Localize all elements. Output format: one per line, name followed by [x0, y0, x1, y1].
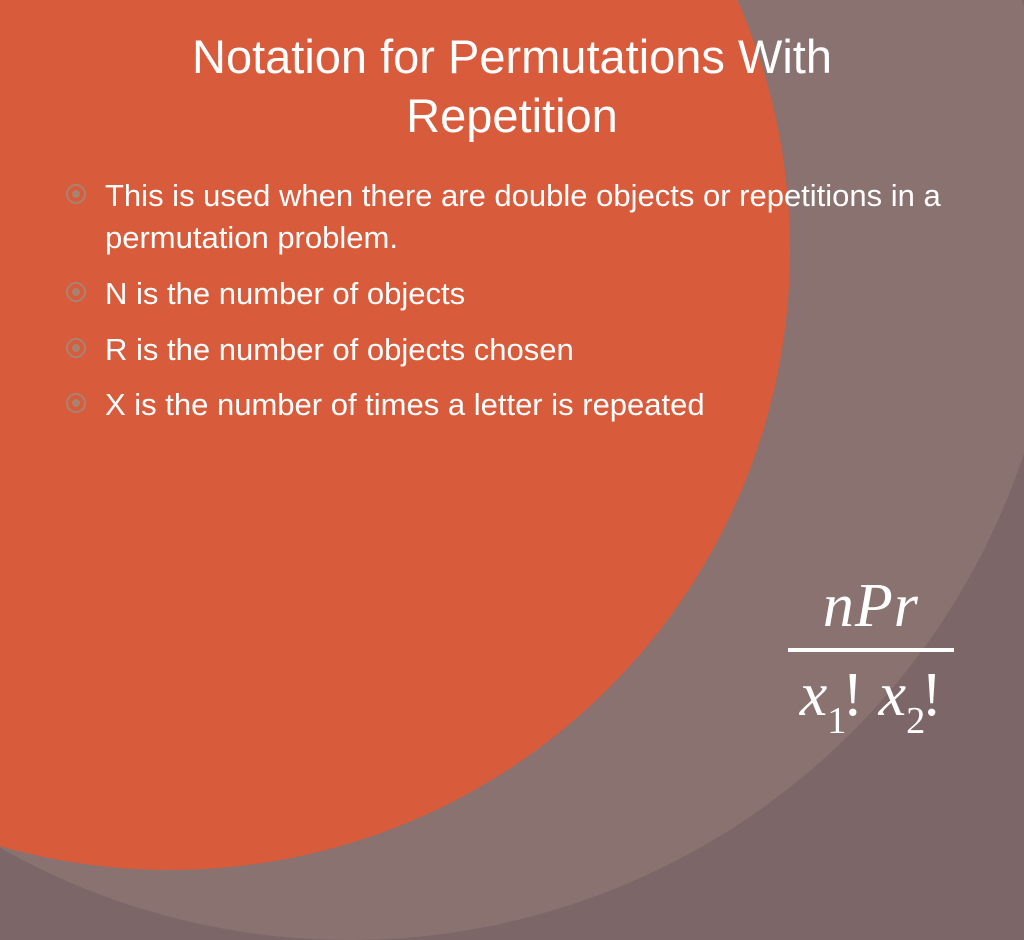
den-x2-var: x	[879, 661, 907, 729]
bullet-marker-icon	[65, 337, 87, 359]
formula-denominator: x1! x2!	[788, 654, 954, 738]
fraction: nPr x1! x2!	[788, 571, 954, 738]
bullet-text: N is the number of objects	[105, 276, 465, 311]
bullet-list: This is used when there are double objec…	[65, 175, 959, 440]
bullet-marker-icon	[65, 392, 87, 414]
bullet-text: X is the number of times a letter is rep…	[105, 387, 705, 422]
formula-numerator: nPr	[788, 571, 954, 646]
bullet-marker-icon	[65, 183, 87, 205]
den-x1-var: x	[800, 661, 828, 729]
list-item: X is the number of times a letter is rep…	[65, 384, 959, 426]
list-item: N is the number of objects	[65, 273, 959, 315]
list-item: This is used when there are double objec…	[65, 175, 959, 259]
formula: nPr x1! x2!	[788, 571, 954, 738]
bullet-text: R is the number of objects chosen	[105, 332, 574, 367]
den-x2-sub: 2	[906, 700, 925, 742]
list-item: R is the number of objects chosen	[65, 329, 959, 371]
den-x1-sub: 1	[827, 700, 846, 742]
slide-title: Notation for Permutations With Repetitio…	[90, 28, 934, 146]
bullet-marker-icon	[65, 281, 87, 303]
bullet-text: This is used when there are double objec…	[105, 178, 941, 255]
fraction-line	[788, 648, 954, 652]
